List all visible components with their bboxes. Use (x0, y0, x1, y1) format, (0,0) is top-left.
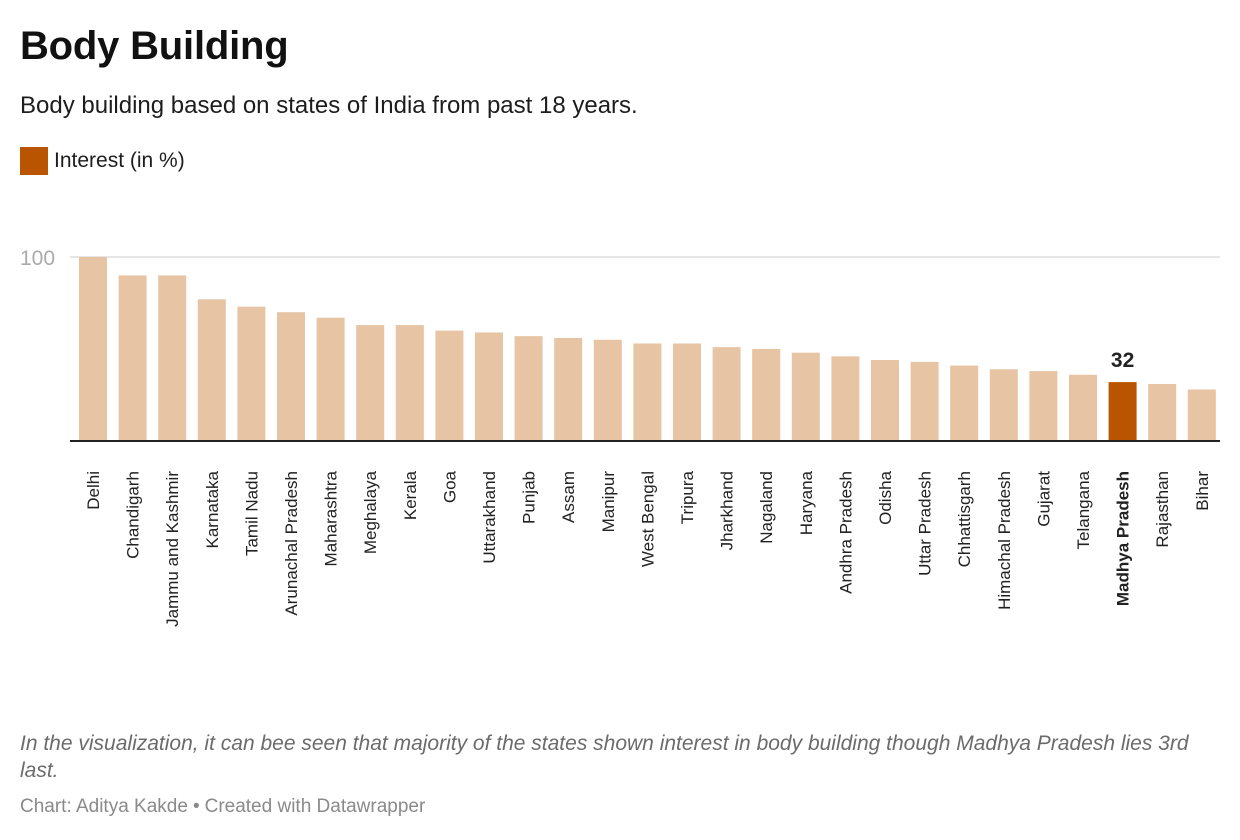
chart-notes: In the visualization, it can bee seen th… (20, 732, 1189, 782)
x-tick-label: Assam (559, 471, 578, 523)
x-tick-label: Karnataka (203, 470, 222, 548)
x-tick-label: Himachal Pradesh (995, 471, 1014, 610)
bar (989, 369, 1018, 441)
legend: Interest (in %) (20, 146, 185, 176)
x-tick-label: Arunachal Pradesh (282, 471, 301, 616)
bar (1148, 383, 1177, 441)
bar (475, 332, 503, 441)
bar (395, 325, 424, 441)
bar (633, 343, 662, 441)
x-tick-label: Manipur (599, 471, 618, 533)
chart-credit: Chart: Aditya Kakde (20, 796, 188, 817)
x-tick-label: Delhi (84, 471, 103, 510)
x-tick-label: Gujarat (1034, 471, 1053, 527)
y-tick-label: 100 (20, 247, 55, 270)
bar (791, 352, 820, 441)
bar (197, 299, 226, 441)
legend-label: Interest (in %) (54, 149, 185, 172)
bar (118, 275, 147, 441)
datawrapper-link[interactable]: Created with Datawrapper (204, 796, 426, 817)
x-tick-label: Nagaland (757, 471, 776, 544)
bar (712, 347, 741, 441)
x-tick-label: West Bengal (638, 471, 657, 567)
bar (356, 325, 385, 441)
bar (673, 343, 701, 441)
x-tick-label: Jharkhand (718, 471, 737, 550)
data-label: 32 (1111, 349, 1134, 372)
x-tick-label: Bihar (1193, 471, 1212, 511)
x-tick-label: Tamil Nadu (242, 471, 261, 556)
bar (871, 360, 899, 441)
x-tick-label: Tripura (678, 470, 697, 524)
bar (1029, 371, 1058, 441)
x-tick-label: Chhattisgarh (955, 471, 974, 567)
x-tick-label: Rajasthan (1153, 471, 1172, 548)
bar (752, 349, 781, 441)
bar (316, 317, 345, 441)
x-tick-label: Telangana (1074, 470, 1093, 549)
chart-subtitle: Body building based on states of India f… (20, 92, 638, 119)
footer-separator: • (192, 796, 200, 817)
bar (514, 336, 543, 441)
bar (79, 257, 107, 441)
bar (237, 306, 266, 441)
x-tick-label: Madhya Pradesh (1114, 471, 1133, 606)
x-tick-label: Uttar Pradesh (916, 471, 935, 576)
bar (435, 330, 464, 441)
bar (1108, 382, 1137, 441)
x-tick-label: Maharashtra (322, 470, 341, 566)
bar (158, 275, 187, 441)
bar (831, 356, 860, 441)
x-tick-label: Goa (440, 470, 459, 503)
x-tick-label: Jammu and Kashmir (163, 471, 182, 627)
bar (554, 337, 583, 441)
x-tick-label: Punjab (520, 471, 539, 524)
x-tick-label: Odisha (876, 470, 895, 524)
bar (277, 312, 305, 441)
bar-chart: 100 Delhi Chandigarh Jammu and Kashmir Karna… (20, 247, 1220, 627)
chart-title: Body Building (20, 24, 289, 68)
x-tick-label: Haryana (797, 470, 816, 535)
legend-swatch (20, 147, 48, 175)
bar (950, 365, 979, 441)
bar (910, 361, 939, 441)
chart-footer: Chart: Aditya Kakde • Created with Datawra… (20, 794, 425, 820)
bar (593, 339, 622, 441)
x-tick-label: Uttarakhand (480, 471, 499, 564)
bar (1069, 374, 1097, 441)
x-tick-label: Andhra Pradesh (836, 471, 855, 594)
x-tick-label: Chandigarh (124, 471, 143, 559)
x-tick-label: Kerala (401, 470, 420, 520)
bar (1187, 389, 1216, 441)
x-tick-label: Meghalaya (361, 470, 380, 554)
